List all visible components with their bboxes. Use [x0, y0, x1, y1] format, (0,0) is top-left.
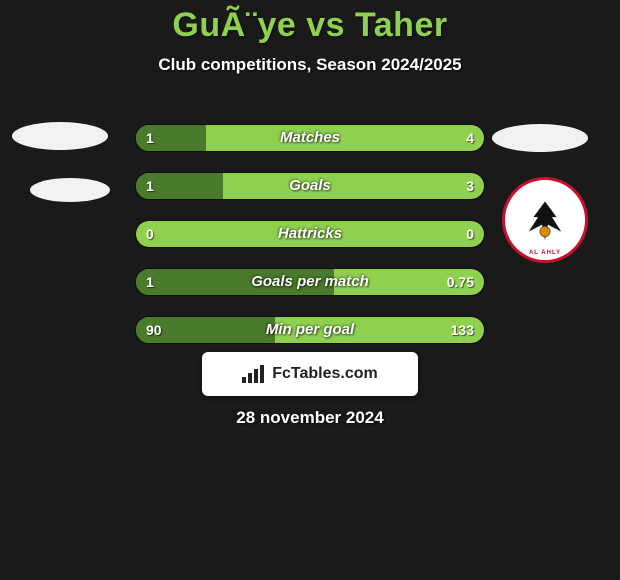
bar-left-fill: [136, 173, 223, 199]
bar-left-fill: [136, 269, 334, 295]
bar-row: 10.75Goals per match: [135, 268, 485, 296]
bar-row: 14Matches: [135, 124, 485, 152]
bar-right-fill: [136, 221, 484, 247]
left-badge-ellipse: [12, 122, 108, 150]
brand-logo-icon: [242, 365, 266, 383]
bar-left-fill: [136, 125, 206, 151]
brand-text: FcTables.com: [272, 365, 378, 383]
bar-left-fill: [136, 317, 275, 343]
bar-row: 00Hattricks: [135, 220, 485, 248]
bar-row: 13Goals: [135, 172, 485, 200]
page-title: GuÃ¨ye vs Taher: [0, 0, 620, 45]
comparison-bars: 14Matches 13Goals 00Hattricks 10.75Goals pe…: [135, 124, 485, 364]
right-badge-ellipse: [492, 124, 588, 152]
date-line: 28 november 2024: [0, 408, 620, 428]
bar-row: 90133Min per goal: [135, 316, 485, 344]
subtitle: Club competitions, Season 2024/2025: [0, 55, 620, 75]
right-badge-ellipse: AL AHLY: [495, 170, 595, 270]
left-badge-ellipse: [30, 178, 110, 202]
stats-comparison-card: GuÃ¨ye vs Taher Club competitions, Seaso…: [0, 0, 620, 580]
crest-label: AL AHLY: [505, 250, 585, 256]
club-crest-icon: AL AHLY: [502, 177, 588, 263]
brand-badge[interactable]: FcTables.com: [202, 352, 418, 396]
